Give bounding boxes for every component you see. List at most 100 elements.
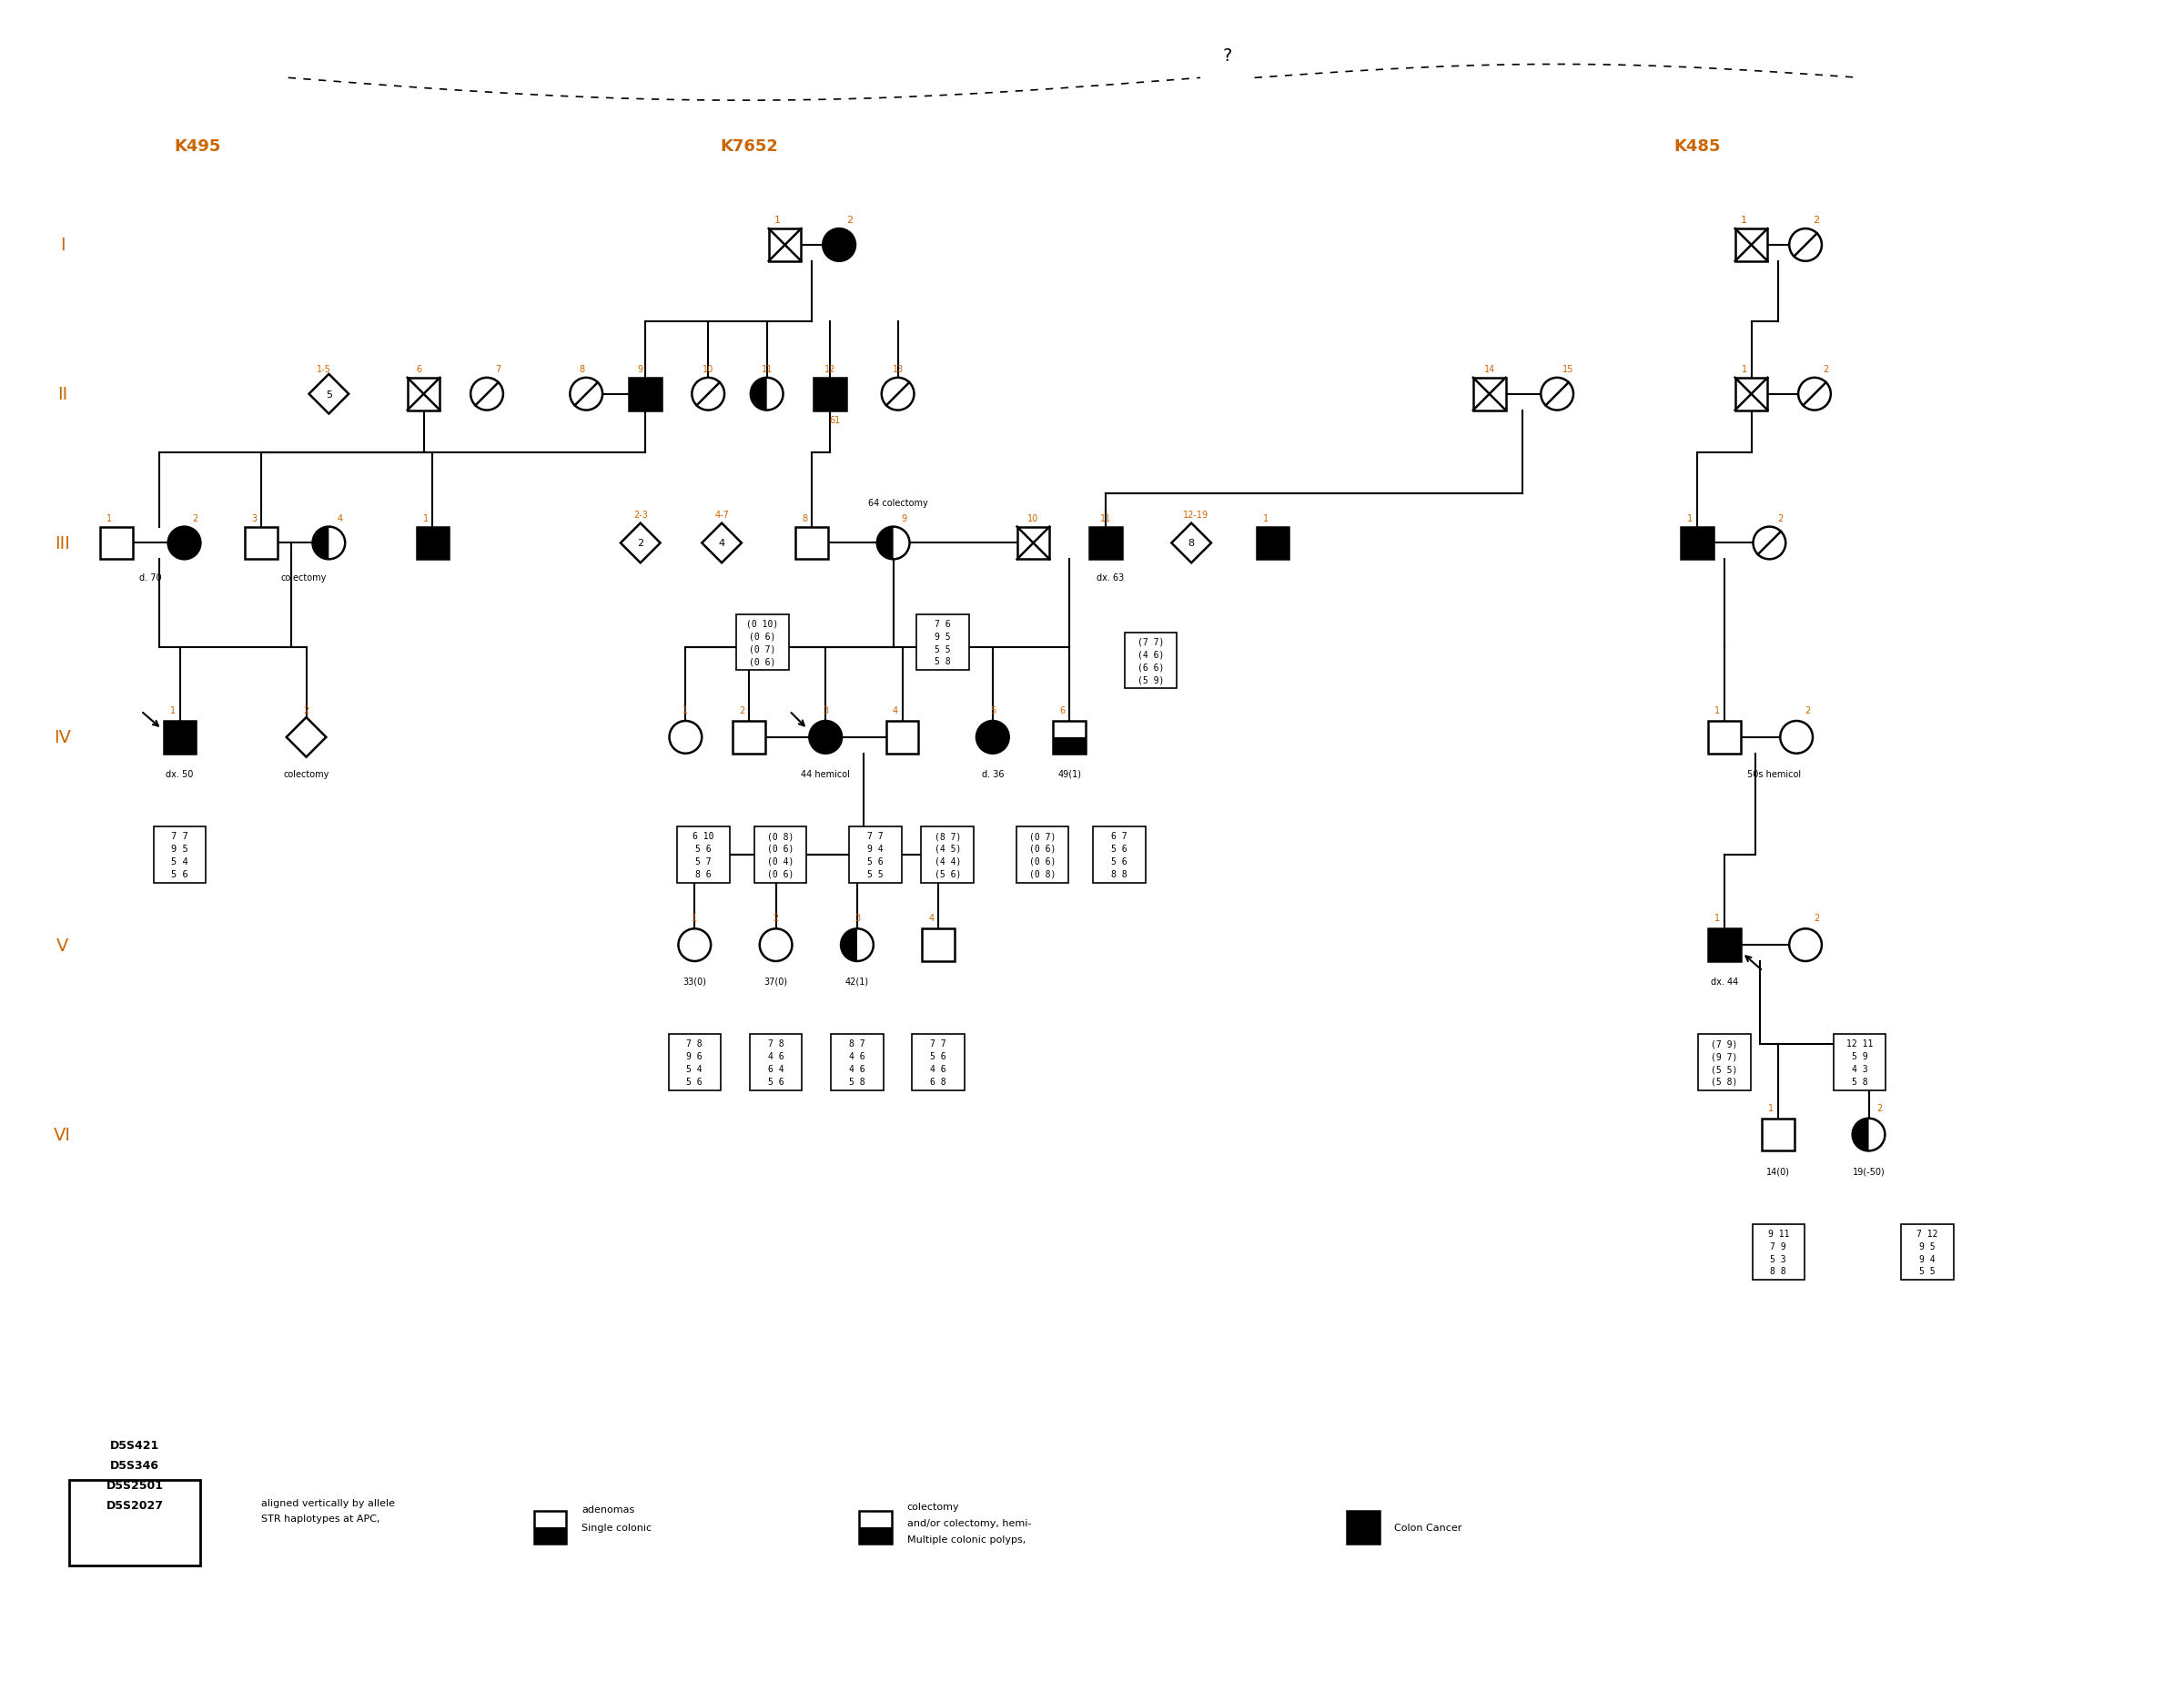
Text: (7 7): (7 7) bbox=[1138, 637, 1164, 646]
Text: 1: 1 bbox=[1741, 365, 1747, 373]
Text: 5 6: 5 6 bbox=[1112, 844, 1127, 853]
Wedge shape bbox=[878, 526, 893, 560]
Bar bbox=[830, 1034, 882, 1090]
Text: 6 8: 6 8 bbox=[930, 1076, 946, 1087]
Text: 1: 1 bbox=[170, 706, 175, 715]
Text: 8: 8 bbox=[579, 365, 585, 373]
Text: ?: ? bbox=[1223, 47, 1232, 64]
Text: colectomy: colectomy bbox=[284, 769, 330, 779]
Bar bbox=[913, 1034, 965, 1090]
Bar bbox=[749, 1034, 802, 1090]
Text: 1: 1 bbox=[684, 706, 688, 715]
Text: (6 6): (6 6) bbox=[1138, 663, 1164, 671]
Bar bbox=[753, 828, 806, 883]
Text: 5 9: 5 9 bbox=[1852, 1051, 1867, 1061]
Bar bbox=[417, 526, 450, 560]
Bar bbox=[815, 378, 847, 410]
Bar bbox=[795, 526, 828, 560]
Text: Single colonic: Single colonic bbox=[581, 1524, 651, 1532]
Text: 1: 1 bbox=[107, 513, 111, 523]
Text: K7652: K7652 bbox=[721, 138, 778, 155]
Bar bbox=[1125, 632, 1177, 690]
Polygon shape bbox=[620, 523, 660, 563]
Text: aligned vertically by allele: aligned vertically by allele bbox=[262, 1499, 395, 1507]
Text: (7 9): (7 9) bbox=[1710, 1039, 1738, 1048]
Circle shape bbox=[882, 378, 915, 410]
Text: colectomy: colectomy bbox=[280, 574, 325, 582]
Text: 1: 1 bbox=[1714, 706, 1719, 715]
Circle shape bbox=[976, 722, 1009, 754]
Text: (5 6): (5 6) bbox=[935, 870, 961, 878]
Text: I: I bbox=[59, 237, 66, 254]
Text: and/or colectomy, hemi-: and/or colectomy, hemi- bbox=[906, 1519, 1031, 1527]
Text: 6 7: 6 7 bbox=[1112, 831, 1127, 841]
Text: 7 8: 7 8 bbox=[769, 1039, 784, 1048]
Bar bbox=[1902, 1224, 1955, 1280]
Bar bbox=[1090, 526, 1123, 560]
Text: 49(1): 49(1) bbox=[1057, 769, 1081, 779]
Bar bbox=[732, 722, 764, 754]
Polygon shape bbox=[286, 718, 325, 757]
Bar bbox=[1708, 928, 1741, 962]
Text: 2: 2 bbox=[192, 513, 199, 523]
Text: 5 6: 5 6 bbox=[686, 1076, 703, 1087]
Text: 4-7: 4-7 bbox=[714, 510, 729, 520]
Text: V: V bbox=[57, 937, 68, 954]
Text: Colon Cancer: Colon Cancer bbox=[1396, 1524, 1463, 1532]
Text: 1: 1 bbox=[1686, 513, 1693, 523]
Text: 2: 2 bbox=[1813, 913, 1819, 923]
Text: D5S421: D5S421 bbox=[109, 1440, 159, 1452]
Text: 2-3: 2-3 bbox=[633, 510, 649, 520]
Circle shape bbox=[760, 928, 793, 962]
Text: 12: 12 bbox=[823, 365, 836, 373]
Text: 11: 11 bbox=[762, 365, 773, 373]
Text: 9 6: 9 6 bbox=[686, 1051, 703, 1061]
Text: 5 8: 5 8 bbox=[1852, 1076, 1867, 1087]
Text: 2: 2 bbox=[1804, 706, 1811, 715]
Text: dx. 63: dx. 63 bbox=[1096, 574, 1125, 582]
Circle shape bbox=[312, 526, 345, 560]
Text: (4 5): (4 5) bbox=[935, 844, 961, 853]
Text: 4 6: 4 6 bbox=[850, 1065, 865, 1073]
Circle shape bbox=[470, 378, 502, 410]
Wedge shape bbox=[312, 526, 330, 560]
Text: (9 7): (9 7) bbox=[1710, 1051, 1738, 1061]
Text: 6 4: 6 4 bbox=[769, 1065, 784, 1073]
Text: 4 3: 4 3 bbox=[1852, 1065, 1867, 1073]
Text: 37(0): 37(0) bbox=[764, 977, 788, 986]
Text: 14: 14 bbox=[1483, 365, 1496, 373]
Text: 2: 2 bbox=[738, 706, 745, 715]
Text: 33(0): 33(0) bbox=[684, 977, 705, 986]
Circle shape bbox=[570, 378, 603, 410]
Text: 12-19: 12-19 bbox=[1184, 510, 1208, 520]
Text: 2: 2 bbox=[1813, 215, 1819, 225]
Bar bbox=[1682, 526, 1714, 560]
Circle shape bbox=[1797, 378, 1830, 410]
Text: 64 colectomy: 64 colectomy bbox=[867, 498, 928, 508]
Circle shape bbox=[1789, 229, 1821, 262]
Circle shape bbox=[1789, 928, 1821, 962]
Text: 9 5: 9 5 bbox=[1920, 1241, 1935, 1250]
Text: (0 4): (0 4) bbox=[767, 856, 793, 866]
Text: 14(0): 14(0) bbox=[1767, 1166, 1791, 1176]
Text: adenomas: adenomas bbox=[581, 1505, 636, 1514]
Text: 13: 13 bbox=[893, 365, 904, 373]
Bar bbox=[917, 616, 970, 671]
Text: d. 36: d. 36 bbox=[981, 769, 1005, 779]
Text: Multiple colonic polyps,: Multiple colonic polyps, bbox=[906, 1534, 1024, 1544]
Text: (0 7): (0 7) bbox=[749, 644, 775, 654]
Text: 3: 3 bbox=[251, 513, 258, 523]
Bar bbox=[164, 722, 197, 754]
Bar bbox=[1734, 229, 1767, 262]
Text: (0 6): (0 6) bbox=[1029, 856, 1055, 866]
Text: K495: K495 bbox=[175, 138, 221, 155]
Text: 1: 1 bbox=[692, 913, 697, 923]
Text: 1-5: 1-5 bbox=[317, 365, 332, 373]
Text: (5 5): (5 5) bbox=[1710, 1065, 1738, 1073]
Text: 9 5: 9 5 bbox=[935, 632, 950, 641]
Text: 50s hemicol: 50s hemicol bbox=[1747, 769, 1802, 779]
Text: 7 12: 7 12 bbox=[1918, 1230, 1937, 1238]
Text: (5 8): (5 8) bbox=[1710, 1076, 1738, 1087]
Text: 4: 4 bbox=[928, 913, 935, 923]
Bar bbox=[100, 526, 133, 560]
